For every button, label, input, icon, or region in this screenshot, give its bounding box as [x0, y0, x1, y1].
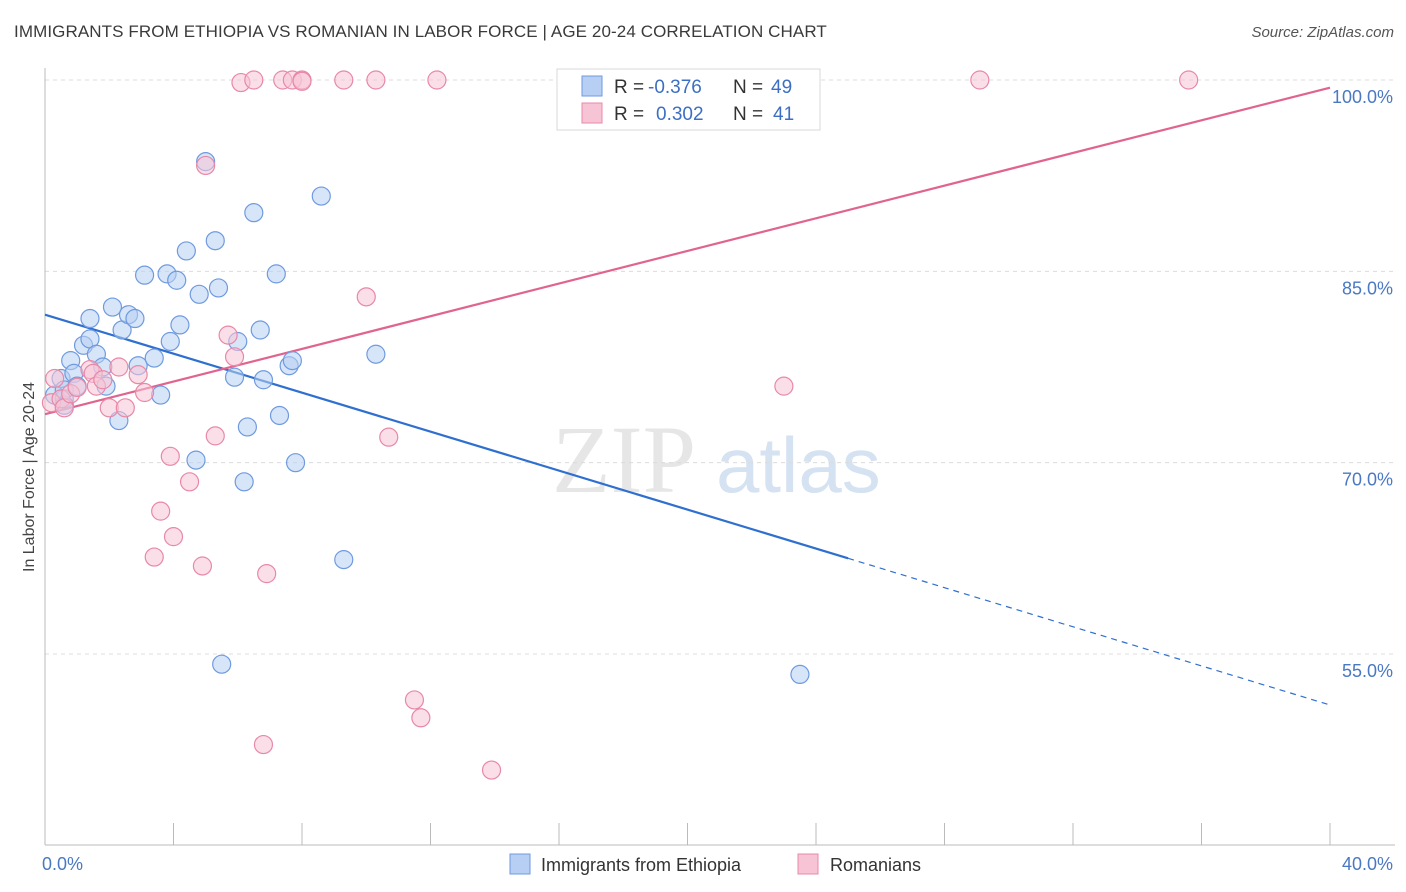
legend-n-value-2: 41	[773, 104, 794, 125]
point-blue-29	[189, 284, 209, 304]
point-pink-12	[115, 398, 135, 418]
legend-n-value-1: 49	[771, 77, 792, 98]
bottom-legend: Immigrants from Ethiopia Romanians	[509, 853, 921, 875]
point-pink-37	[404, 690, 425, 710]
bottom-legend-label-romanians: Romanians	[830, 855, 921, 875]
point-pink-35	[366, 70, 386, 90]
bottom-legend-swatch-ethiopia	[509, 853, 531, 875]
point-pink-14	[134, 382, 155, 403]
point-blue-25	[167, 270, 187, 290]
point-pink-17	[160, 446, 180, 466]
point-blue-22	[151, 385, 171, 405]
point-pink-11	[109, 357, 129, 377]
point-blue-37	[237, 417, 257, 437]
grid-lines	[45, 79, 1395, 655]
y-tick-label-1: 70.0%	[1342, 470, 1393, 490]
point-pink-5	[67, 377, 87, 398]
point-pink-38	[411, 708, 431, 728]
point-pink-28	[257, 564, 277, 584]
point-blue-49	[790, 664, 810, 685]
point-pink-16	[151, 501, 171, 521]
point-pink-1	[45, 368, 65, 389]
point-blue-14	[102, 297, 123, 317]
point-blue-39	[250, 320, 270, 340]
point-pink-24	[224, 347, 245, 367]
point-blue-10	[80, 308, 100, 329]
point-pink-43	[970, 70, 990, 90]
point-blue-36	[234, 472, 254, 492]
point-pink-19	[179, 472, 200, 492]
point-pink-40	[481, 760, 502, 780]
tick-labels: 55.0% 70.0% 85.0% 100.0% 0.0% 40.0%	[42, 87, 1393, 874]
point-pink-32	[292, 71, 312, 91]
point-pink-36	[379, 427, 399, 447]
point-blue-24	[160, 331, 180, 352]
x-tick-label-0: 0.0%	[42, 854, 83, 874]
point-pink-21	[196, 155, 216, 176]
point-pink-20	[192, 556, 213, 576]
y-tick-label-0: 55.0%	[1342, 661, 1393, 681]
trend-line-blue	[44, 313, 849, 560]
point-pink-41	[774, 376, 794, 396]
chart-title: IMMIGRANTS FROM ETHIOPIA VS ROMANIAN IN …	[14, 22, 827, 41]
y-tick-label-3: 100.0%	[1332, 87, 1393, 107]
point-blue-33	[212, 654, 232, 674]
legend-r-label-2: R =	[614, 104, 644, 125]
point-blue-26	[170, 315, 190, 335]
legend-n-label-1: N =	[733, 77, 763, 98]
point-blue-20	[134, 265, 155, 285]
data-points	[41, 70, 1199, 780]
point-pink-44	[1179, 70, 1199, 90]
axes	[44, 68, 1395, 846]
legend-swatch-romanians	[581, 102, 603, 124]
point-pink-13	[128, 365, 148, 385]
point-blue-28	[186, 450, 206, 470]
source-credit: Source: ZipAtlas.com	[1251, 24, 1394, 41]
point-blue-42	[269, 405, 290, 426]
point-blue-21	[144, 348, 164, 368]
point-pink-9	[93, 370, 113, 390]
trend-line-pink	[44, 86, 1331, 416]
point-pink-22	[205, 426, 225, 446]
point-pink-33	[334, 70, 354, 90]
point-blue-44	[282, 351, 302, 371]
point-blue-27	[176, 241, 196, 261]
watermark-atlas: atlas	[716, 421, 881, 509]
legend-r-label-1: R =	[614, 77, 644, 98]
point-blue-38	[244, 203, 264, 223]
trend-lines	[44, 86, 1331, 706]
y-tick-label-2: 85.0%	[1342, 278, 1393, 298]
bottom-legend-swatch-romanians	[797, 853, 819, 875]
point-pink-34	[356, 287, 376, 307]
legend-r-value-2: 0.302	[656, 104, 704, 125]
point-blue-32	[208, 278, 229, 298]
legend-box: R = -0.376 N = 49 R = 0.302 N = 41	[556, 68, 821, 131]
point-pink-23	[218, 325, 238, 345]
trend-extension-blue	[847, 557, 1331, 706]
point-pink-39	[427, 70, 447, 90]
point-blue-41	[266, 264, 286, 284]
legend-n-label-2: N =	[733, 104, 763, 125]
point-blue-31	[205, 231, 225, 251]
point-blue-46	[311, 186, 331, 206]
watermark-zip: ZIP	[552, 406, 696, 513]
point-pink-26	[244, 70, 264, 90]
legend-swatch-ethiopia	[581, 75, 603, 97]
point-pink-18	[163, 527, 184, 547]
point-pink-10	[99, 398, 119, 418]
point-blue-47	[334, 550, 354, 570]
bottom-legend-label-ethiopia: Immigrants from Ethiopia	[541, 855, 742, 875]
point-blue-18	[125, 308, 145, 329]
point-blue-48	[366, 344, 386, 364]
point-blue-45	[285, 453, 306, 473]
x-tick-label-1: 40.0%	[1342, 854, 1393, 874]
point-blue-34	[224, 367, 245, 387]
point-blue-40	[253, 370, 274, 390]
legend-r-value-1: -0.376	[648, 77, 702, 98]
point-pink-27	[253, 734, 274, 755]
y-axis-title: In Labor Force | Age 20-24	[21, 382, 38, 572]
point-pink-15	[144, 547, 164, 567]
